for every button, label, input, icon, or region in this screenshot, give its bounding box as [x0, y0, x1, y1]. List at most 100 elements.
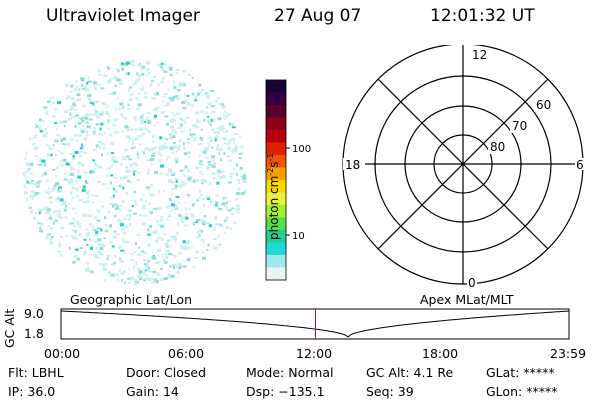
uv-speckle: [195, 95, 198, 99]
uv-speckle: [127, 72, 130, 76]
uv-speckle: [150, 147, 155, 151]
uv-speckle: [74, 109, 79, 112]
uv-speckle: [221, 202, 226, 206]
uv-speckle: [132, 172, 135, 176]
uv-speckle: [211, 146, 214, 149]
uv-speckle: [100, 122, 104, 126]
uv-speckle: [141, 72, 145, 76]
uv-speckle: [134, 201, 137, 205]
uv-speckle: [94, 234, 99, 237]
uv-speckle: [187, 156, 191, 159]
uv-speckle: [119, 272, 124, 275]
uv-speckle: [99, 246, 104, 250]
uv-speckle: [191, 214, 195, 218]
uv-speckle: [221, 105, 226, 109]
uv-speckle: [133, 190, 137, 193]
uv-speckle: [234, 132, 239, 135]
uv-speckle: [113, 176, 118, 179]
uv-speckle: [179, 123, 183, 127]
uv-speckle: [129, 277, 133, 280]
uv-speckle: [164, 142, 167, 145]
uv-speckle: [178, 83, 182, 87]
uv-speckle: [133, 116, 136, 119]
uv-speckle: [39, 226, 42, 229]
uv-speckle: [86, 81, 89, 85]
uv-speckle: [99, 145, 102, 149]
uv-speckle: [58, 215, 63, 219]
uv-speckle: [209, 182, 212, 185]
uv-speckle: [83, 238, 87, 241]
uv-speckle: [114, 130, 118, 134]
uv-speckle: [221, 125, 224, 129]
uv-speckle: [196, 120, 201, 124]
uv-speckle: [69, 173, 74, 176]
uv-speckle: [134, 118, 137, 122]
lat-label-60: 60: [536, 98, 551, 112]
uv-speckle: [152, 140, 156, 143]
uv-speckle: [161, 144, 166, 148]
uv-speckle: [147, 186, 150, 190]
uv-speckle: [38, 126, 41, 130]
uv-speckle: [90, 246, 93, 250]
uv-speckle: [168, 245, 173, 248]
uv-speckle: [171, 112, 174, 115]
uv-speckle: [53, 211, 58, 214]
uv-speckle: [121, 67, 125, 71]
uv-speckle: [49, 227, 53, 230]
uv-speckle: [147, 121, 151, 124]
uv-speckle: [170, 236, 173, 239]
uv-speckle: [229, 172, 234, 175]
uv-speckle: [168, 179, 173, 183]
uv-speckle: [76, 115, 79, 118]
uv-speckle: [147, 277, 152, 281]
uv-speckle: [109, 224, 112, 228]
uv-speckle: [146, 116, 150, 119]
uv-speckle: [215, 223, 220, 226]
uv-speckle: [113, 204, 117, 208]
uv-speckle: [94, 108, 96, 112]
uv-speckle: [188, 175, 193, 179]
uv-speckle: [181, 216, 185, 220]
uv-speckle: [102, 264, 106, 268]
uv-speckle: [172, 234, 176, 238]
uv-speckle: [39, 129, 43, 132]
uv-speckle: [159, 136, 163, 140]
uv-speckle: [46, 111, 49, 114]
uv-speckle: [201, 178, 206, 181]
uv-speckle: [177, 222, 180, 226]
uv-speckle: [205, 156, 209, 159]
uv-speckle: [153, 125, 156, 128]
uv-speckle: [78, 151, 83, 154]
uv-speckle: [168, 169, 173, 173]
uv-speckle: [209, 200, 212, 203]
uv-speckle: [132, 170, 137, 173]
uv-speckle: [120, 62, 124, 66]
uv-speckle: [58, 244, 62, 248]
uv-speckle: [131, 205, 134, 207]
uv-speckle: [96, 210, 101, 213]
uv-speckle: [80, 129, 82, 132]
uv-speckle: [94, 240, 99, 243]
uv-speckle: [186, 194, 190, 197]
uv-speckle: [76, 257, 80, 261]
uv-speckle: [60, 122, 64, 124]
altitude-curve: [60, 310, 570, 338]
uv-speckle: [132, 145, 136, 149]
uv-speckle: [118, 269, 121, 273]
uv-speckle: [150, 211, 153, 215]
uv-speckle: [42, 162, 47, 165]
uv-speckle: [192, 179, 196, 183]
uv-speckle: [223, 113, 225, 117]
uv-speckle: [128, 88, 130, 92]
uv-speckle: [135, 282, 138, 285]
uv-speckle: [45, 211, 50, 215]
uv-speckle: [225, 225, 230, 229]
uv-speckle: [112, 156, 116, 159]
uv-speckle: [206, 167, 210, 170]
uv-speckle: [183, 152, 188, 156]
uv-speckle: [154, 114, 158, 118]
uv-speckle: [135, 242, 137, 246]
uv-speckle: [156, 220, 160, 223]
uv-speckle: [96, 180, 101, 183]
uv-speckle: [228, 146, 232, 149]
